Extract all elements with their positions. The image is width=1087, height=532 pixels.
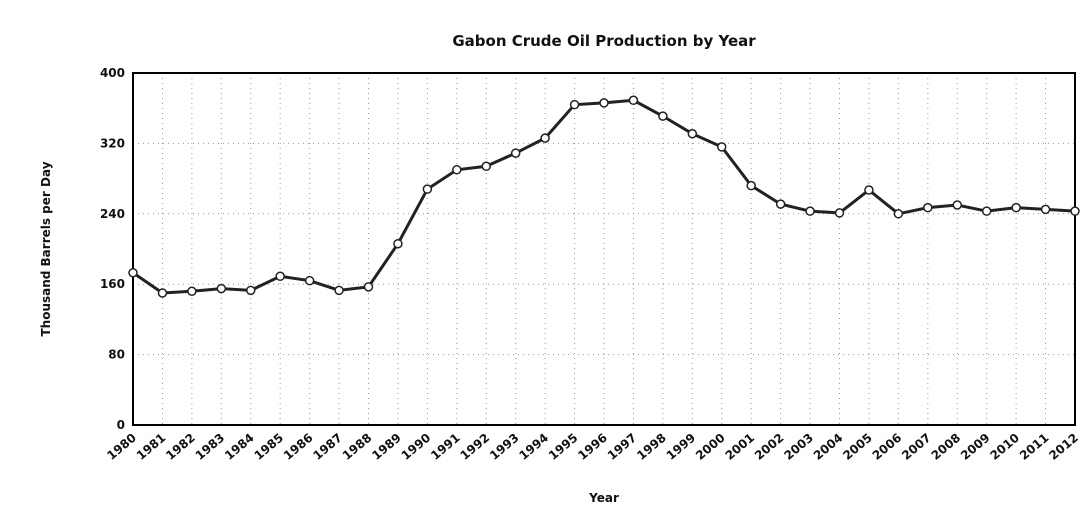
- x-tick-label: 2005: [840, 431, 875, 463]
- x-tick-label: 1995: [546, 431, 581, 463]
- y-tick-label: 400: [100, 66, 125, 80]
- data-point: [775, 199, 786, 209]
- x-tick-label: 2001: [723, 431, 758, 463]
- x-tick-label: 2000: [693, 431, 728, 463]
- x-tick-label: 1996: [575, 431, 610, 463]
- x-tick-label: 1988: [340, 431, 375, 463]
- data-point: [569, 99, 580, 110]
- x-tick-label: 1990: [399, 431, 434, 463]
- x-tick-label: 2012: [1046, 431, 1081, 463]
- x-tick-label: 1986: [281, 431, 316, 463]
- data-point: [717, 142, 727, 152]
- data-point: [599, 98, 609, 108]
- data-point: [540, 133, 550, 143]
- x-tick-label: 1983: [193, 431, 228, 463]
- data-point: [304, 275, 315, 286]
- plot-frame: [132, 72, 1076, 426]
- data-point: [893, 209, 904, 219]
- data-point: [246, 285, 256, 296]
- x-tick-label: 1987: [310, 431, 345, 463]
- x-tick-label: 1992: [458, 431, 493, 463]
- data-point: [128, 268, 138, 278]
- data-point: [452, 165, 462, 175]
- data-point: [1070, 206, 1080, 216]
- data-point: [864, 185, 874, 195]
- x-tick-label: 1999: [664, 431, 699, 463]
- x-tick-label: 2011: [1017, 431, 1052, 463]
- data-point: [658, 111, 668, 121]
- y-tick-label: 160: [100, 277, 125, 291]
- x-tick-label: 1998: [634, 431, 669, 463]
- x-tick-label: 1993: [487, 431, 522, 463]
- y-tick-label: 0: [117, 418, 125, 432]
- x-tick-label: 1991: [428, 431, 463, 463]
- data-point: [363, 282, 374, 292]
- data-point: [187, 286, 197, 296]
- x-tick-label: 2007: [899, 431, 934, 463]
- data-point: [422, 184, 433, 194]
- x-tick-label: 2002: [752, 431, 787, 463]
- x-tick-label: 2003: [781, 431, 816, 463]
- x-tick-label: 1980: [104, 431, 139, 463]
- data-line: [132, 98, 1076, 295]
- x-tick-label: 2009: [958, 431, 993, 463]
- x-tick-label: 1985: [252, 431, 287, 463]
- data-point: [481, 161, 491, 172]
- x-tick-label: 1981: [134, 431, 169, 463]
- data-point: [1040, 204, 1051, 215]
- x-tick-label: 2004: [811, 431, 846, 463]
- y-tick-label: 80: [108, 348, 125, 362]
- data-point: [805, 206, 815, 216]
- data-point: [746, 180, 756, 191]
- data-point: [687, 128, 698, 139]
- x-tick-label: 1982: [163, 431, 198, 463]
- chart-title: Gabon Crude Oil Production by Year: [452, 32, 756, 50]
- x-tick-label: 1989: [369, 431, 404, 463]
- data-point: [923, 202, 933, 213]
- x-tick-label: 1984: [222, 431, 257, 463]
- y-tick-label: 320: [100, 136, 125, 150]
- x-tick-label: 2006: [870, 431, 905, 463]
- data-point: [1011, 202, 1021, 213]
- data-point: [157, 288, 168, 298]
- x-tick-label: 1994: [516, 431, 551, 463]
- y-tick-label: 240: [100, 207, 125, 221]
- x-axis-label: Year: [588, 491, 619, 505]
- data-point: [393, 238, 403, 249]
- data-point: [628, 95, 639, 106]
- data-point: [981, 206, 992, 216]
- x-tick-label: 1997: [605, 431, 640, 463]
- x-tick-label: 2010: [987, 431, 1022, 463]
- data-point: [275, 271, 285, 282]
- data-point: [334, 285, 344, 296]
- y-axis-label: Thousand Barrels per Day: [39, 161, 53, 336]
- data-point: [216, 283, 227, 294]
- data-point: [834, 208, 845, 218]
- data-point: [952, 200, 962, 210]
- x-tick-label: 2008: [929, 431, 964, 463]
- data-point: [510, 148, 521, 158]
